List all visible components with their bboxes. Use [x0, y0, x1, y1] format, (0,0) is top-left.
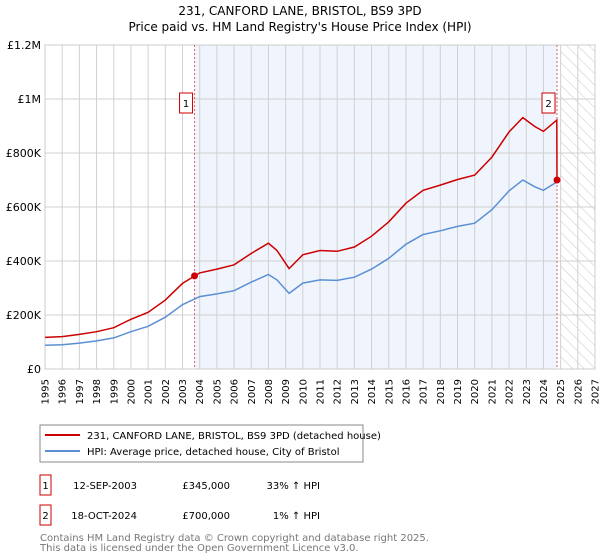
x-tick-label: 2021 — [487, 379, 498, 404]
x-tick-label: 2000 — [126, 379, 137, 404]
sale-2-badge — [39, 504, 52, 526]
sale-2-label: 2 — [42, 511, 48, 522]
x-tick-label: 2020 — [470, 379, 481, 404]
x-tick-label: 2005 — [212, 379, 223, 404]
x-tick-label: 2022 — [505, 379, 516, 404]
x-tick-label: 1997 — [75, 379, 86, 404]
x-tick-label: 2007 — [247, 379, 258, 404]
footer-licence: This data is licensed under the Open Gov… — [39, 543, 359, 554]
legend-box — [39, 424, 364, 463]
x-tick-label: 2017 — [419, 379, 430, 404]
y-tick-label: £800K — [6, 147, 42, 160]
x-tick-label: 1998 — [92, 379, 103, 404]
legend: 231, CANFORD LANE, BRISTOL, BS9 3PD (det… — [39, 424, 381, 463]
x-tick-label: 2018 — [436, 379, 447, 404]
sale-1-badge — [39, 474, 52, 496]
hpi-series-line — [44, 179, 558, 346]
y-tick-label: £600K — [6, 201, 42, 214]
y-tick-label: £1M — [18, 93, 42, 106]
sale-1-point — [191, 272, 199, 280]
x-tick-label: 2019 — [453, 379, 464, 404]
x-tick-label: 2025 — [556, 379, 567, 404]
x-tick-label: 2001 — [144, 379, 155, 404]
x-tick-label: 2010 — [298, 379, 309, 404]
sale-1-chart-badge-label: 1 — [183, 99, 189, 110]
sale-2-price: £700,000 — [182, 511, 230, 522]
y-tick-label: £400K — [6, 255, 42, 268]
sale-1-date: 12-SEP-2003 — [73, 481, 137, 492]
sale-2-point — [553, 176, 561, 184]
x-tick-label: 2026 — [573, 379, 584, 404]
sale-1-chart-badge — [179, 92, 194, 114]
x-tick-label: 2009 — [281, 379, 292, 404]
legend-label-hpi: HPI: Average price, detached house, City… — [87, 447, 340, 458]
sale-2-chart-badge-label: 2 — [545, 99, 551, 110]
x-tick-label: 2002 — [161, 379, 172, 404]
sale-2-hpi: 1% ↑ HPI — [273, 511, 320, 522]
x-tick-label: 2011 — [316, 379, 327, 404]
y-tick-label: £200K — [6, 309, 42, 322]
x-tick-label: 2013 — [350, 379, 361, 404]
x-tick-label: 2006 — [230, 379, 241, 404]
sale-1-price: £345,000 — [182, 481, 230, 492]
sales-table: 1 12-SEP-2003 £345,000 33% ↑ HPI 2 18-OC… — [39, 474, 320, 526]
footer-copyright: Contains HM Land Registry data © Crown c… — [40, 533, 429, 544]
x-tick-label: 2014 — [367, 379, 378, 404]
sale-1-hpi: 33% ↑ HPI — [267, 481, 320, 492]
x-tick-label: 2008 — [264, 379, 275, 404]
x-tick-label: 2004 — [195, 379, 206, 404]
chart-subtitle: Price paid vs. HM Land Registry's House … — [128, 20, 471, 34]
y-tick-label: £0 — [27, 363, 41, 376]
sale-2-chart-badge — [541, 92, 556, 114]
x-tick-label: 2003 — [178, 379, 189, 404]
x-tick-label: 2015 — [384, 379, 395, 404]
sale-2-date: 18-OCT-2024 — [71, 511, 137, 522]
x-tick-label: 2016 — [401, 379, 412, 404]
x-tick-label: 2024 — [539, 379, 550, 404]
y-tick-label: £1.2M — [7, 39, 41, 52]
x-tick-label: 1995 — [41, 379, 52, 404]
chart-title: 231, CANFORD LANE, BRISTOL, BS9 3PD — [178, 4, 421, 18]
x-tick-label: 2027 — [591, 379, 600, 404]
x-tick-label: 1999 — [109, 379, 120, 404]
x-tick-label: 2012 — [333, 379, 344, 404]
sale-1-label: 1 — [42, 481, 48, 492]
x-tick-label: 1996 — [58, 379, 69, 404]
property-series-line — [44, 116, 558, 339]
x-tick-label: 2023 — [522, 379, 533, 404]
plot-frame — [44, 44, 596, 370]
legend-label-property: 231, CANFORD LANE, BRISTOL, BS9 3PD (det… — [87, 431, 381, 442]
